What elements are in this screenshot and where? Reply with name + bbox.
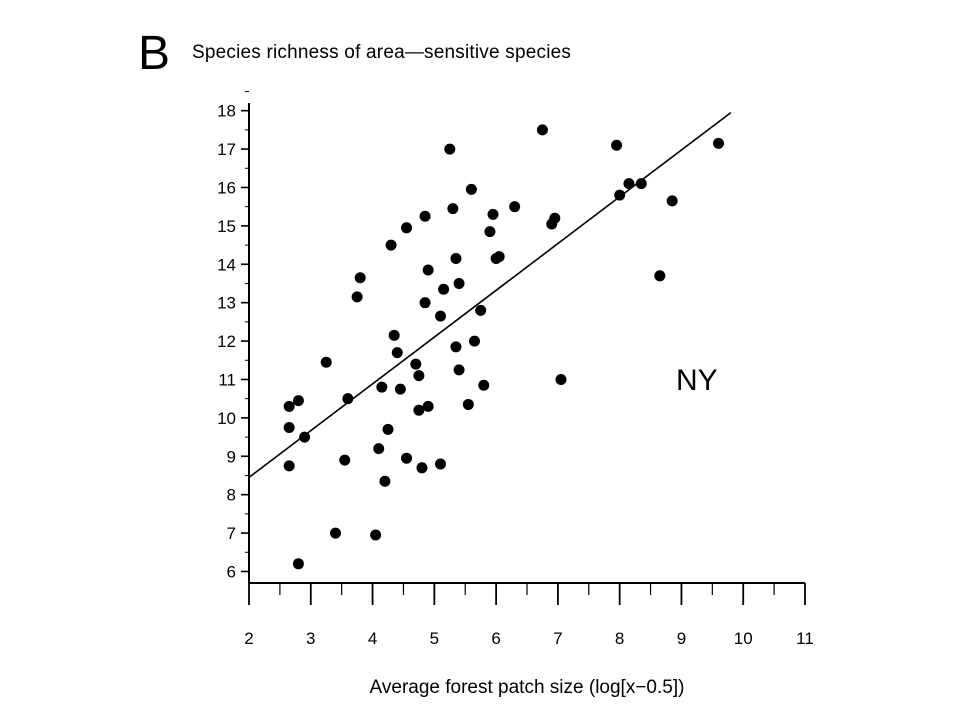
- x-tick-label: 10: [734, 629, 753, 648]
- data-point: [611, 139, 623, 151]
- x-tick-label: 11: [796, 629, 814, 648]
- data-point: [373, 443, 385, 455]
- data-point: [465, 183, 477, 195]
- y-tick-label: 16: [217, 178, 236, 197]
- regression-line-layer: [248, 111, 732, 479]
- data-point: [536, 124, 548, 136]
- x-tick-label: 7: [553, 629, 562, 648]
- data-point: [391, 347, 403, 359]
- y-tick-label: 15: [217, 217, 236, 236]
- y-tick-label: 9: [227, 447, 236, 466]
- data-point: [283, 421, 295, 433]
- data-point: [487, 208, 499, 220]
- data-point: [419, 297, 431, 309]
- x-tick-label: 5: [430, 629, 439, 648]
- data-point: [385, 239, 397, 251]
- data-point: [549, 212, 561, 224]
- data-point: [394, 383, 406, 395]
- data-point: [329, 527, 341, 539]
- data-point: [413, 404, 425, 416]
- data-point: [438, 283, 450, 295]
- data-point: [376, 381, 388, 393]
- data-point: [422, 264, 434, 276]
- y-tick-label: 8: [227, 486, 236, 505]
- data-point: [342, 393, 354, 405]
- data-point: [370, 529, 382, 541]
- y-axis: 6 7 8 9 10 11 12 13 14 15 16 17 18: [217, 90, 250, 583]
- data-point: [283, 400, 295, 412]
- data-point: [320, 356, 332, 368]
- data-point: [475, 304, 487, 316]
- data-point: [382, 423, 394, 435]
- data-point: [413, 370, 425, 382]
- data-point: [292, 395, 304, 407]
- data-point: [416, 462, 428, 474]
- data-points: [283, 124, 725, 570]
- y-tick-label: 12: [217, 332, 236, 351]
- data-point: [453, 277, 465, 289]
- data-point: [555, 373, 567, 385]
- data-point: [447, 203, 459, 215]
- data-point: [450, 253, 462, 265]
- regression-line: [248, 111, 732, 479]
- data-point: [388, 329, 400, 341]
- annotation-ny: NY: [676, 364, 718, 397]
- data-point: [354, 272, 366, 284]
- x-tick-label: 9: [677, 629, 686, 648]
- data-point: [283, 460, 295, 472]
- data-point: [468, 335, 480, 347]
- y-tick-label: 17: [217, 140, 236, 159]
- data-point: [478, 379, 490, 391]
- data-point: [401, 222, 413, 234]
- data-point: [299, 431, 311, 443]
- x-tick-label: 2: [244, 629, 253, 648]
- data-point: [401, 452, 413, 464]
- y-tick-label: 10: [217, 409, 236, 428]
- x-axis: 2 3 4 5 6 7 8 9 10 11: [244, 582, 814, 648]
- data-point: [339, 454, 351, 466]
- data-point: [623, 178, 635, 190]
- data-point: [379, 475, 391, 487]
- data-point: [635, 178, 647, 190]
- x-axis-label: Average forest patch size (log[x−0.5]): [370, 677, 685, 698]
- x-tick-label: 3: [306, 629, 315, 648]
- x-tick-label: 4: [368, 629, 377, 648]
- chart-title: Species richness of area—sensitive speci…: [192, 42, 572, 63]
- data-point: [654, 270, 666, 282]
- x-tick-label: 6: [491, 629, 500, 648]
- data-point: [410, 358, 422, 370]
- data-point: [453, 364, 465, 376]
- y-tick-label: 6: [227, 562, 236, 581]
- y-tick-label: 7: [227, 524, 236, 543]
- data-point: [484, 226, 496, 238]
- data-point: [493, 251, 505, 263]
- data-point: [713, 137, 725, 149]
- x-tick-label: 8: [615, 629, 624, 648]
- data-point: [351, 291, 363, 303]
- data-point: [444, 143, 456, 155]
- data-point: [614, 189, 626, 201]
- data-point: [422, 400, 434, 412]
- data-point: [666, 195, 678, 207]
- y-tick-label: 13: [217, 294, 236, 313]
- y-tick-label: 18: [217, 102, 236, 121]
- panel-label: B: [138, 27, 171, 80]
- data-point: [462, 398, 474, 410]
- data-point: [509, 201, 521, 213]
- data-point: [435, 310, 447, 322]
- data-point: [292, 558, 304, 570]
- data-point: [419, 210, 431, 222]
- data-point: [435, 458, 447, 470]
- y-tick-label: 11: [218, 370, 236, 389]
- y-tick-label: 14: [217, 255, 236, 274]
- data-point: [450, 341, 462, 353]
